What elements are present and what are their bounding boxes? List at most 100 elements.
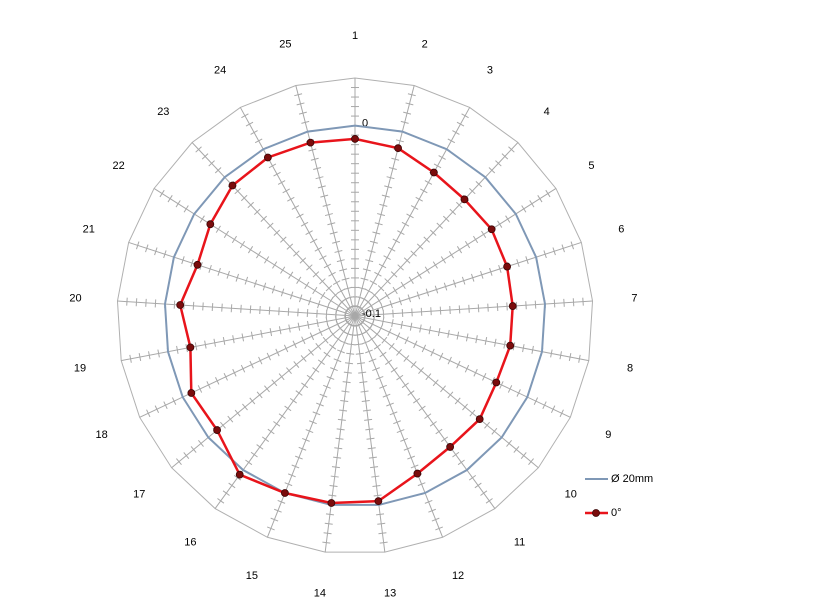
spoke-tick [477, 304, 480, 313]
spoke-tick [457, 459, 465, 466]
category-label: 7 [631, 292, 637, 304]
data-point [374, 497, 383, 506]
spoke-tick [267, 222, 274, 229]
spoke-tick [461, 276, 466, 285]
spoke-tick [239, 240, 246, 249]
spoke-tick [415, 196, 423, 202]
spoke-tick [284, 482, 293, 487]
spoke-tick [323, 532, 332, 535]
spoke-tick [473, 235, 479, 244]
spoke-tick [381, 317, 385, 326]
spoke-tick [244, 276, 249, 285]
spoke-tick [438, 155, 446, 160]
spoke-tick [452, 130, 460, 135]
spoke-tick [333, 456, 342, 459]
category-label: 5 [588, 160, 594, 172]
spoke-tick [287, 196, 295, 202]
category-label: 13 [384, 588, 396, 600]
spoke-tick [345, 362, 354, 365]
spoke [324, 315, 356, 553]
spoke-tick [192, 301, 195, 310]
spoke-tick [309, 332, 315, 341]
spoke-tick [465, 333, 469, 342]
spoke-tick [336, 428, 345, 431]
spoke-tick [385, 359, 393, 365]
spoke-tick [561, 244, 565, 253]
spoke-tick [425, 288, 430, 297]
spoke-tick [336, 259, 345, 263]
spoke-tick [373, 494, 382, 497]
spoke-tick [521, 205, 527, 213]
spoke-tick [361, 340, 370, 345]
spoke-tick [533, 397, 539, 405]
spoke-tick [503, 340, 506, 349]
spoke-tick [501, 153, 509, 160]
spoke-tick [449, 208, 457, 216]
spoke-tick [340, 400, 349, 403]
spoke-tick [429, 421, 437, 427]
spoke-tick [277, 499, 286, 504]
spoke-tick [354, 343, 363, 346]
spoke-tick [301, 382, 309, 389]
spoke-tick [391, 319, 394, 328]
spoke-tick [223, 230, 229, 239]
data-point [213, 426, 221, 434]
data-point [503, 262, 512, 271]
spoke-tick [464, 240, 471, 249]
spoke-tick [296, 276, 302, 284]
spoke-tick [401, 308, 404, 318]
spoke-tick [377, 285, 385, 292]
spoke-tick [428, 508, 437, 513]
spoke-tick [242, 403, 248, 411]
spoke-tick [195, 146, 202, 153]
spoke-tick [456, 201, 463, 209]
spoke-tick [374, 271, 382, 277]
spoke-tick [241, 113, 249, 119]
spoke-tick [258, 356, 263, 365]
spoke-tick [360, 390, 369, 393]
spoke-tick [484, 421, 490, 429]
spoke-tick [543, 250, 547, 259]
spoke-tick [379, 203, 388, 207]
spoke-tick [418, 367, 424, 375]
spoke-tick [296, 213, 304, 219]
spoke-tick [278, 307, 280, 316]
spoke-tick [403, 257, 411, 264]
data-point [206, 220, 215, 229]
spoke-tick [138, 353, 142, 362]
spoke-tick [434, 285, 439, 294]
spoke-tick [273, 508, 282, 513]
spoke-tick [339, 268, 348, 272]
spoke-tick [410, 205, 419, 210]
category-label: 3 [487, 65, 493, 77]
spoke-tick [148, 351, 151, 360]
spoke-tick [395, 139, 404, 143]
spoke-tick [331, 466, 340, 469]
spoke-tick [400, 437, 408, 442]
category-label: 11 [514, 536, 525, 548]
spoke-tick [397, 264, 404, 271]
spoke [239, 107, 356, 317]
spoke-tick [206, 381, 211, 389]
spoke-tick [469, 187, 476, 195]
spoke-tick [240, 364, 246, 373]
spoke-tick [365, 259, 374, 263]
data-point [176, 301, 185, 309]
spoke-tick [408, 276, 414, 284]
spoke-tick [309, 420, 317, 425]
data-point [235, 470, 244, 479]
spoke-tick [406, 213, 414, 219]
spoke-tick [310, 157, 319, 161]
r-tick-label: 0 [362, 118, 368, 130]
spoke-tick [346, 352, 355, 355]
spoke-tick [332, 240, 341, 244]
spoke-tick [473, 368, 478, 377]
spoke-tick [319, 278, 326, 285]
spoke-tick [367, 447, 376, 450]
spoke-tick [271, 285, 276, 294]
spoke-tick [306, 264, 313, 271]
spoke-tick [301, 336, 306, 345]
spoke-tick [280, 266, 286, 274]
spoke-tick [367, 249, 376, 253]
